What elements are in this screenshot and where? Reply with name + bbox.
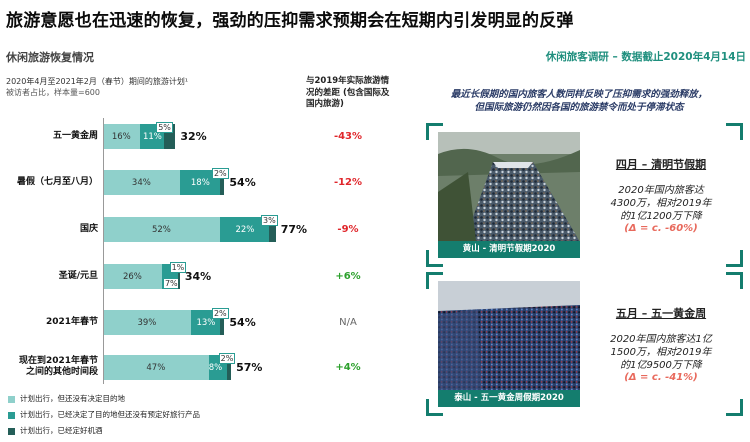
- subtitle-line-2: 被访者占比，样本量=600: [6, 88, 100, 97]
- bar-total-label: 54%: [229, 176, 256, 189]
- crowd-photo-illustration: [438, 281, 580, 407]
- segment-value-label: 52%: [151, 225, 171, 235]
- segment-value-label: 8%: [208, 363, 223, 373]
- diff-vs-2019-value: -43%: [333, 131, 363, 142]
- bar-segment: [104, 310, 191, 335]
- bar-segment: [164, 124, 176, 149]
- legend-item: 计划出行，已经定好机酒: [8, 425, 103, 436]
- legend-label: 计划出行，但还没有决定目的地: [20, 394, 125, 403]
- bar-segment: [219, 310, 225, 335]
- frame-corner-icon: [726, 123, 743, 140]
- frame-corner-icon: [426, 123, 443, 140]
- quote-line-1: 最近长假期的国内旅客人数同样反映了压抑需求的强劲释放，: [450, 89, 708, 100]
- bar-segment: [104, 124, 140, 149]
- stat-delta: (Δ = c. -41%): [624, 372, 698, 383]
- segment-value-label: 16%: [111, 132, 131, 142]
- row-label: 圣诞/元旦: [58, 271, 98, 281]
- segment-value-label: 13%: [196, 318, 216, 328]
- chart-axis-line: [103, 118, 104, 384]
- chart-subtitle: 2020年4月至2021年2月（春节）期间的旅游计划¹ 被访者占比，样本量=60…: [6, 76, 188, 98]
- diff-vs-2019-value: -12%: [333, 177, 363, 188]
- bar-segment: [104, 217, 220, 242]
- photo-caption: 泰山 - 五一黄金周假期2020: [438, 390, 580, 407]
- subtitle-line-1: 2020年4月至2021年2月（春节）期间的旅游计划¹: [6, 77, 189, 86]
- frame-corner-icon: [726, 272, 743, 289]
- crowd-photo-illustration: [438, 132, 580, 258]
- stat-block-mayday: 五月 – 五一黄金周 2020年国内旅客达1亿 1500万，相对2019年 的1…: [582, 305, 740, 383]
- bar-segment: [219, 170, 225, 195]
- segment-value-label: 39%: [137, 318, 157, 328]
- bar-total-label: 34%: [184, 270, 212, 283]
- page-title: 旅游意愿也在迅速的恢复，强劲的压抑需求预期会在短期内引发明显的反弹: [6, 11, 574, 31]
- bar-total-label: 77%: [280, 223, 308, 236]
- segment-value-label: 2%: [211, 168, 229, 179]
- bar-segment: [226, 355, 232, 380]
- bar-segment: [177, 264, 180, 289]
- stat-line: 2020年国内旅客达1亿: [610, 334, 712, 345]
- frame-corner-icon: [426, 399, 443, 416]
- segment-value-label: 5%: [156, 122, 173, 133]
- quote-line-2: 但国际旅游仍然因各国的旅游禁令而处于停滞状态: [474, 102, 684, 113]
- segment-value-label: 34%: [131, 178, 151, 188]
- frame-corner-icon: [426, 250, 443, 267]
- segment-value-label: 2%: [211, 308, 229, 319]
- row-label-line: 之间的其他时间段: [25, 367, 98, 377]
- segment-value-label: 26%: [122, 272, 142, 282]
- diff-vs-2019-value: N/A: [339, 317, 357, 328]
- segment-value-label: 18%: [190, 178, 210, 188]
- bar-total-label: 32%: [180, 130, 207, 143]
- stat-line: 1500万，相对2019年: [610, 347, 712, 358]
- left-section-heading: 休闲旅游恢复情况: [6, 51, 94, 64]
- stat-line: 的1亿9500万下降: [620, 360, 702, 371]
- huangshan-crowd-photo: 黄山 - 清明节假期2020: [438, 132, 580, 258]
- legend-label: 计划出行，已经决定了目的地但还没有预定好旅行产品: [20, 410, 200, 419]
- legend-label: 计划出行，已经定好机酒: [20, 426, 103, 435]
- right-section-heading: 休闲旅客调研 – 数据截止2020年4月14日: [545, 51, 746, 63]
- legend-swatch-icon: [8, 395, 15, 403]
- bar-total-label: 54%: [229, 316, 256, 329]
- legend-item: 计划出行，已经决定了目的地但还没有预定好旅行产品: [8, 409, 200, 420]
- stat-line: 2020年国内旅客达: [618, 185, 704, 196]
- taishan-crowd-photo: 泰山 - 五一黄金周假期2020: [438, 281, 580, 407]
- segment-value-label: 2%: [218, 353, 236, 364]
- stat-block-qingming: 四月 – 清明节假期 2020年国内旅客达 4300万，相对2019年 的1亿1…: [582, 156, 740, 234]
- diff-column-header: 与2019年实际旅游情况的差距 (包含国际及国内旅游): [306, 76, 390, 109]
- bar-segment: [104, 355, 209, 380]
- legend-swatch-icon: [8, 411, 15, 419]
- stat-title: 四月 – 清明节假期: [615, 158, 707, 171]
- row-label-line: 现在到2021年春节: [18, 356, 98, 366]
- segment-value-label: 11%: [142, 132, 162, 142]
- segment-value-label: 22%: [235, 225, 255, 235]
- frame-corner-icon: [726, 250, 743, 267]
- bar-segment: [104, 170, 180, 195]
- diff-vs-2019-value: +4%: [335, 362, 361, 373]
- diff-vs-2019-value: -9%: [337, 224, 359, 235]
- bar-segment: [104, 264, 162, 289]
- row-label: 国庆: [79, 224, 98, 234]
- stat-delta: (Δ = c. -60%): [624, 223, 698, 234]
- bar-segment: [269, 217, 276, 242]
- bar-segment: [219, 217, 269, 242]
- row-label: 2021年春节: [45, 317, 98, 327]
- bar-total-label: 57%: [236, 361, 263, 374]
- segment-value-label: 1%: [169, 262, 187, 273]
- key-insight-quote: 最近长假期的国内旅客人数同样反映了压抑需求的强劲释放， 但国际旅游仍然因各国的旅…: [420, 88, 738, 114]
- segment-value-label: 3%: [261, 215, 278, 226]
- frame-corner-icon: [426, 272, 443, 289]
- photo-caption: 黄山 - 清明节假期2020: [438, 241, 580, 258]
- legend-swatch-icon: [8, 427, 15, 435]
- legend-item: 计划出行，但还没有决定目的地: [8, 393, 125, 404]
- row-label: 暑假（七月至八月）: [16, 177, 98, 187]
- row-label: 现在到2021年春节 之间的其他时间段: [0, 356, 98, 378]
- stat-line: 的1亿1200万下降: [620, 211, 702, 222]
- frame-corner-icon: [726, 399, 743, 416]
- stat-line: 4300万，相对2019年: [610, 198, 712, 209]
- row-label: 五一黄金周: [52, 131, 98, 141]
- diff-vs-2019-value: +6%: [335, 271, 361, 282]
- segment-value-label: 47%: [146, 363, 166, 373]
- stat-title: 五月 – 五一黄金周: [615, 307, 707, 320]
